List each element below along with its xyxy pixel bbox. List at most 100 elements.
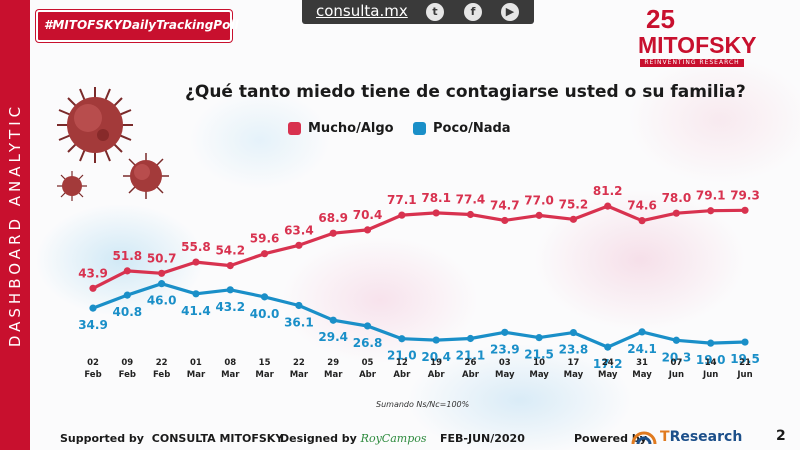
chart-title: ¿Qué tanto miedo tiene de contagiarse us… [185,82,746,102]
sidebar: DASHBOARD ANALYTIC [0,0,30,450]
data-point [569,215,578,223]
data-label: 41.4 [181,304,211,318]
data-point [89,304,97,312]
data-label: 74.7 [490,198,520,212]
virus-illustration-medium [123,153,169,199]
data-label: 23.9 [490,342,520,356]
page-number: 2 [776,428,786,444]
footer-powered: Powered by [574,432,647,445]
data-point [363,226,372,234]
x-tick-month: Feb [119,370,136,380]
data-point [89,284,97,292]
twitter-icon[interactable]: t [426,3,444,21]
x-tick-day: 14 [705,358,717,368]
x-tick-day: 07 [670,358,682,368]
x-tick-day: 29 [327,358,339,368]
data-label: 77.4 [456,192,486,206]
x-tick-day: 22 [293,358,305,368]
footer-designed: Designed by RoyCampos [280,432,427,445]
x-tick-day: 17 [567,358,579,368]
x-tick-day: 15 [259,358,271,368]
data-label: 43.9 [78,266,108,280]
data-point [535,334,543,342]
x-tick-month: May [632,370,652,380]
x-tick-day: 21 [739,358,751,368]
series-mucho-algo: 43.9 51.8 50.7 55.8 54.2 59.6 63.4 68.9 70.4 77.1… [78,184,760,292]
data-point [535,211,543,219]
data-point [158,269,166,277]
data-point [295,241,303,249]
footer-designer: RoyCampos [360,432,427,445]
x-tick-month: Mar [255,370,274,380]
data-point [707,207,715,215]
data-point [466,210,475,219]
data-label: 81.2 [593,184,623,198]
logo-tagline: REINVENTING RESEARCH [640,59,744,67]
data-label: 24.1 [627,342,657,356]
virus-illustration-large [57,87,133,163]
data-label: 54.2 [215,244,245,258]
data-point [398,335,406,343]
data-point [672,336,680,344]
data-point [432,209,440,217]
data-label: 21.0 [387,349,417,363]
data-point [501,216,509,225]
data-label: 19.5 [730,352,760,366]
tresearch-logo-rest: Research [669,429,743,445]
x-tick-day: 10 [533,358,545,368]
data-label: 20.3 [662,350,692,364]
data-label: 79.3 [730,188,760,202]
legend-label: Mucho/Algo [308,121,394,136]
x-tick-day: 22 [156,358,168,368]
footer-supported-name: CONSULTA MITOFSKY [151,432,284,445]
x-tick-month: Abr [359,370,377,380]
data-point [707,339,715,347]
data-label: 40.8 [113,305,143,319]
x-tick-month: Mar [221,370,240,380]
x-tick-month: Abr [462,370,480,380]
x-axis-labels: 02 Feb 09 Feb 22 Feb 01 Mar 08 Mar 15 Mar 22 Mar 29 Mar… [84,358,752,380]
x-tick-month: Abr [428,370,446,380]
data-point [123,291,131,299]
data-label: 78.1 [421,191,451,205]
x-tick-day: 24 [602,358,614,368]
data-point [192,290,200,298]
legend-swatch-blue [413,122,426,135]
data-label: 77.0 [524,193,554,207]
data-label: 46.0 [147,294,177,308]
youtube-icon[interactable]: ▶ [501,3,519,21]
x-tick-month: Abr [393,370,411,380]
x-tick-day: 05 [362,358,374,368]
data-point [329,229,337,237]
series-line [92,204,746,290]
data-point [569,328,578,337]
data-label: 55.8 [181,240,211,254]
x-tick-month: Mar [187,370,206,380]
tresearch-logo-text: TResearch [660,429,742,445]
x-tick-day: 26 [465,358,477,368]
data-label: 29.4 [318,330,348,344]
x-tick-day: 08 [224,358,236,368]
data-label: 40.0 [250,307,280,321]
data-point [604,343,612,351]
tresearch-logo-icon [631,431,657,445]
x-tick-month: Mar [324,370,343,380]
data-label: 21.1 [456,349,486,363]
legend-swatch-red [288,122,301,135]
chart-note: Sumando Ns/Nc=100% [376,400,470,409]
data-point [741,206,749,214]
facebook-icon[interactable]: f [464,3,482,21]
data-label: 26.8 [353,336,383,350]
data-label: 78.0 [662,191,692,205]
data-label: 17.2 [593,357,623,371]
x-tick-month: May [529,370,549,380]
x-tick-month: May [598,370,618,380]
data-label: 51.8 [113,249,143,263]
hashtag-badge: #MITOFSKYDailyTrackingPoll [36,10,239,42]
x-tick-day: 09 [121,358,133,368]
data-point [226,286,234,294]
site-link[interactable]: consulta.mx [316,2,408,20]
data-point [226,261,234,270]
topbar: consulta.mx t f ▶ [302,0,534,24]
